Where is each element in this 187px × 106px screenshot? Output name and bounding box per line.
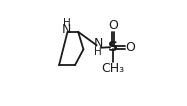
- Text: H: H: [63, 18, 70, 28]
- Text: O: O: [125, 41, 135, 54]
- Text: S: S: [108, 40, 118, 54]
- Text: O: O: [108, 20, 118, 32]
- Text: N: N: [62, 23, 71, 36]
- Text: H: H: [94, 47, 101, 57]
- Text: N: N: [94, 38, 103, 50]
- Text: CH₃: CH₃: [102, 62, 125, 75]
